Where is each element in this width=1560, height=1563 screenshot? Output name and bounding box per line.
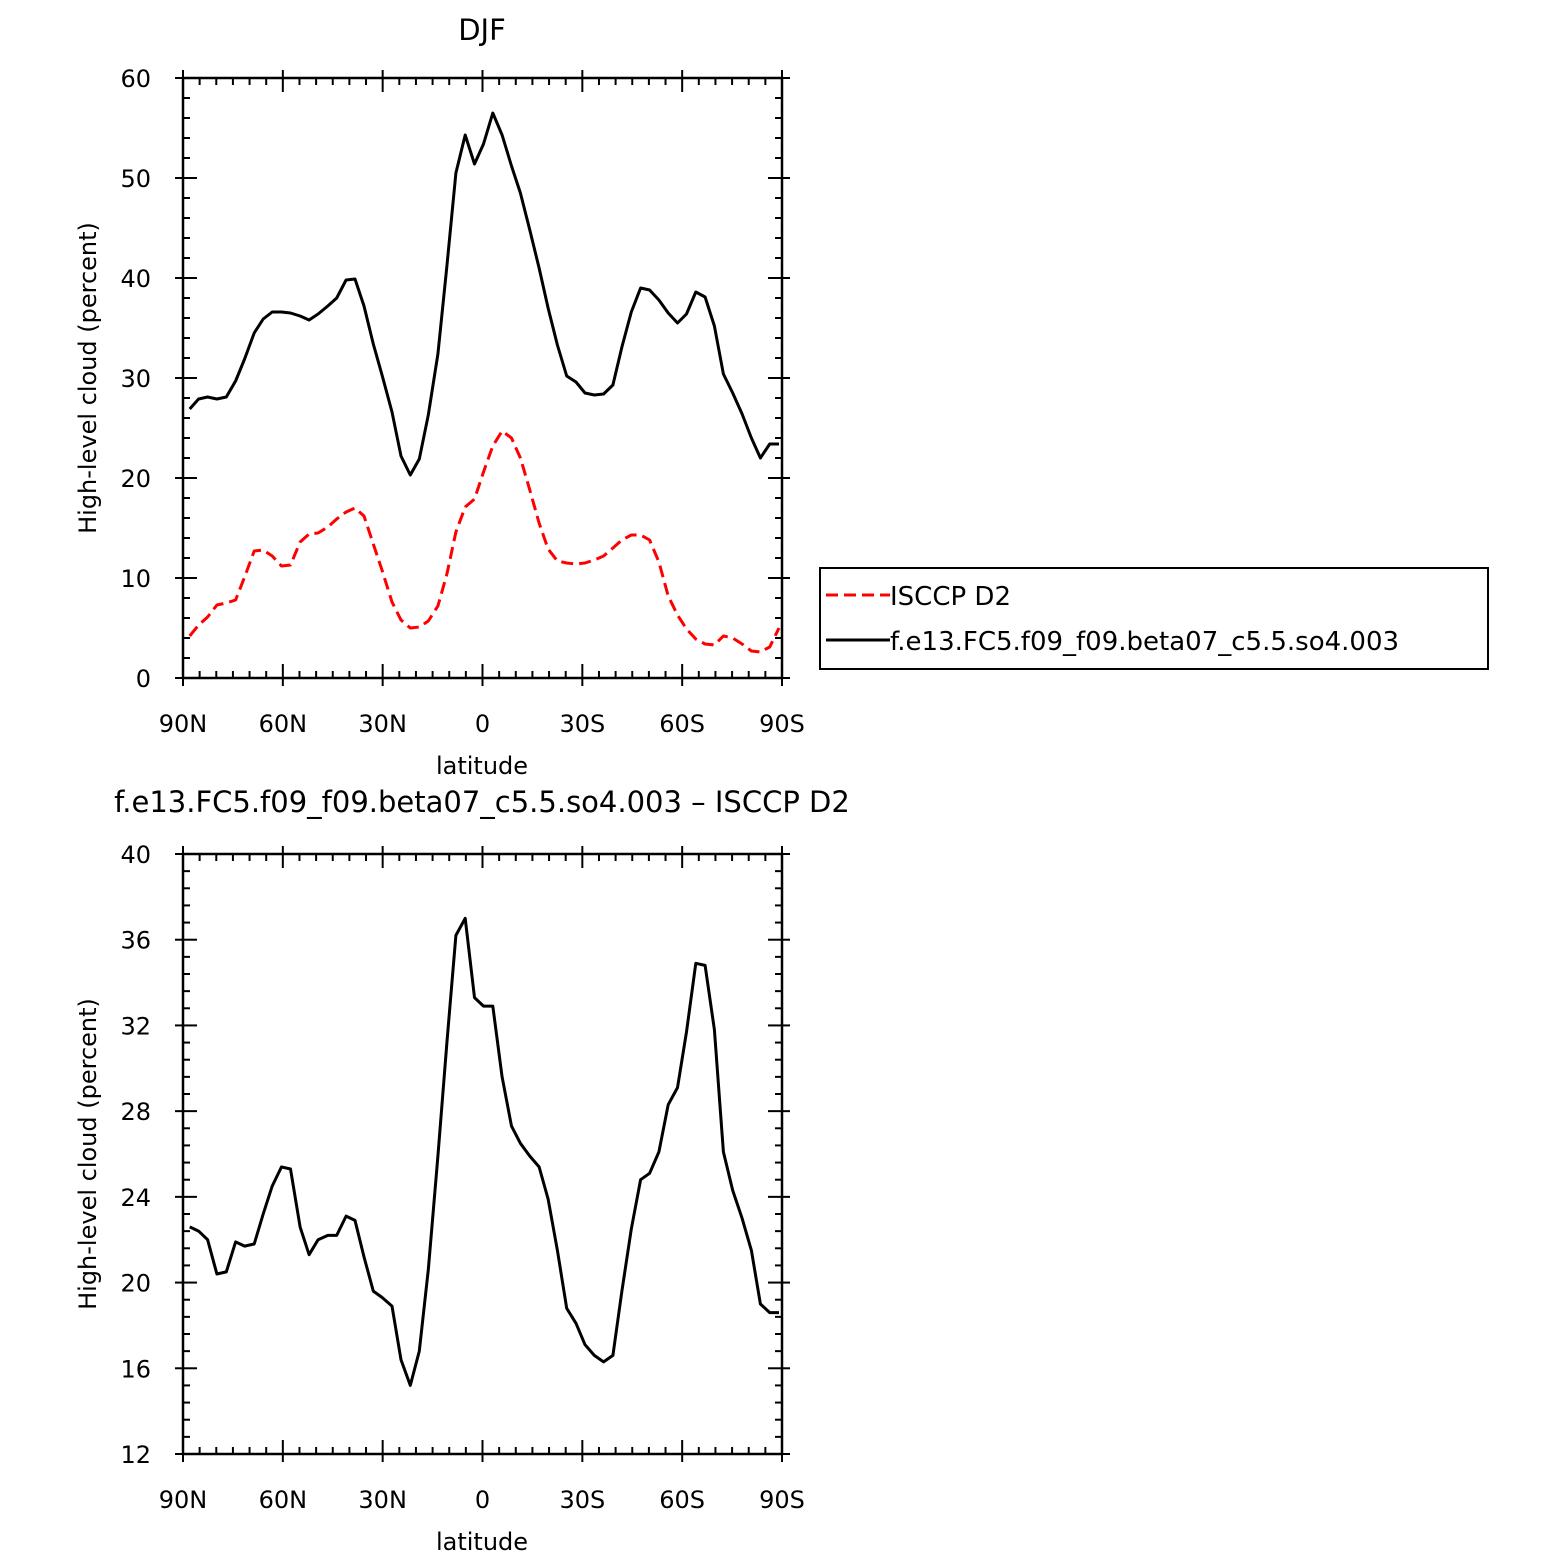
bottom-x-tick-label: 90S	[759, 1486, 805, 1514]
top-plot-xlabel: latitude	[436, 752, 528, 780]
top-series-line-0	[188, 429, 781, 654]
top-series-line-1	[188, 111, 779, 477]
bottom-y-tick-label: 12	[120, 1441, 151, 1469]
bottom-y-tick-label: 24	[120, 1184, 151, 1212]
top-plot-marks	[188, 111, 781, 654]
bottom-y-tick-label: 20	[120, 1270, 151, 1298]
bottom-x-tick-label: 60S	[659, 1486, 705, 1514]
top-y-tick-label: 0	[136, 665, 151, 693]
bottom-plot: f.e13.FC5.f09_f09.beta07_c5.5.so4.003 – …	[74, 785, 850, 1556]
bottom-x-tick-label: 30N	[358, 1486, 407, 1514]
top-x-tick-label: 90S	[759, 710, 805, 738]
top-x-tick-label: 60N	[259, 710, 308, 738]
bottom-plot-ylabel: High-level cloud (percent)	[74, 998, 102, 1310]
top-y-tick-label: 50	[120, 165, 151, 193]
bottom-plot-ticks: 90N 60N 30N 0 30S 60S 90S 12 16 20 24 28 32 36 40	[120, 841, 804, 1514]
top-x-tick-label: 90N	[159, 710, 208, 738]
top-y-tick-label: 40	[120, 265, 151, 293]
bottom-y-tick-label: 40	[120, 841, 151, 869]
top-y-tick-label: 10	[120, 565, 151, 593]
bottom-plot-marks	[189, 916, 779, 1387]
bottom-series-line-0	[189, 916, 779, 1387]
top-plot-title: DJF	[458, 13, 506, 47]
bottom-plot-xlabel: latitude	[436, 1528, 528, 1556]
top-y-tick-label: 60	[120, 65, 151, 93]
legend-label-isccp: ISCCP D2	[890, 582, 1011, 612]
top-x-tick-label: 30N	[358, 710, 407, 738]
top-plot: DJF 90N 60N 30N 0 30S 60S 90S 0 10 20 30 40 50 60 lat…	[74, 13, 805, 780]
top-plot-ylabel: High-level cloud (percent)	[74, 222, 102, 534]
bottom-plot-frame	[181, 852, 784, 1456]
top-plot-frame	[181, 76, 784, 680]
top-y-tick-label: 20	[120, 465, 151, 493]
bottom-x-tick-label: 60N	[259, 1486, 308, 1514]
legend: ISCCP D2 f.e13.FC5.f09_f09.beta07_c5.5.s…	[819, 567, 1489, 670]
top-plot-ticks: 90N 60N 30N 0 30S 60S 90S 0 10 20 30 40 50 60	[120, 65, 804, 738]
bottom-plot-title: f.e13.FC5.f09_f09.beta07_c5.5.so4.003 – …	[114, 785, 850, 819]
bottom-y-tick-label: 32	[120, 1012, 151, 1040]
top-x-tick-label: 0	[475, 710, 490, 738]
bottom-y-tick-label: 28	[120, 1098, 151, 1126]
legend-box	[819, 567, 1489, 670]
bottom-y-tick-label: 16	[120, 1355, 151, 1383]
bottom-x-tick-label: 0	[475, 1486, 490, 1514]
top-x-tick-label: 60S	[659, 710, 705, 738]
bottom-x-tick-label: 90N	[159, 1486, 208, 1514]
legend-label-model: f.e13.FC5.f09_f09.beta07_c5.5.so4.003	[890, 627, 1399, 657]
bottom-x-tick-label: 30S	[559, 1486, 605, 1514]
top-x-tick-label: 30S	[559, 710, 605, 738]
top-y-tick-label: 30	[120, 365, 151, 393]
bottom-y-tick-label: 36	[120, 927, 151, 955]
